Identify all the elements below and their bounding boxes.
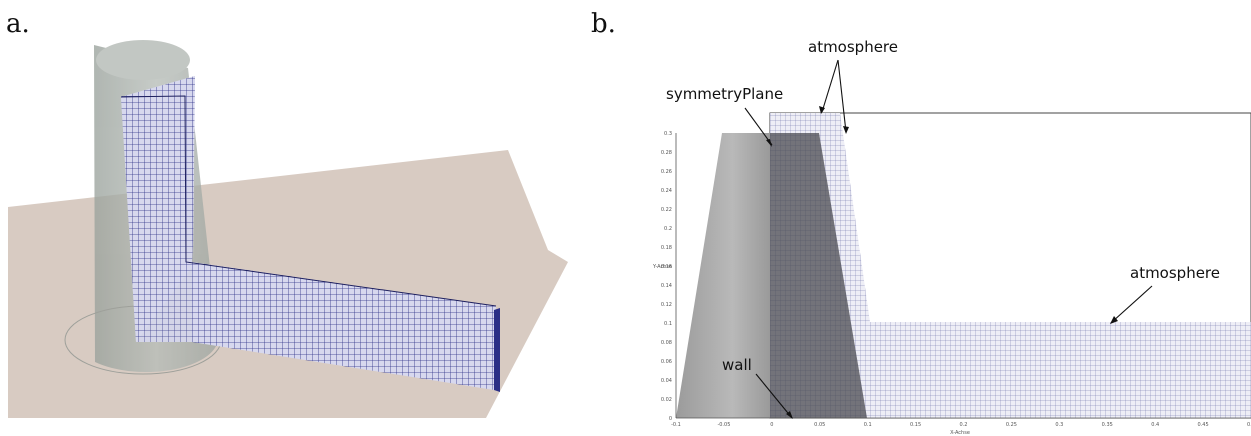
y-tick-label: 0.1 — [664, 321, 672, 327]
x-tick-label: 0.1 — [864, 422, 872, 428]
mesh-horizontal-arm — [186, 262, 496, 390]
x-tick-label: -0.1 — [671, 422, 681, 428]
panel-a-label: a. — [6, 9, 30, 39]
x-tick-label: 0.05 — [814, 422, 825, 428]
x-tick-label: 0 — [770, 422, 773, 428]
mesh-end-face — [494, 308, 500, 392]
y-tick-label: 0.28 — [661, 150, 672, 156]
x-tick-label: 0.4 — [1151, 422, 1159, 428]
y-tick-label: 0.2 — [664, 226, 672, 232]
x-axis-label: X-Achse — [950, 430, 970, 436]
panel-b: b. -0.1 -0.05 0 0.05 0.1 0.15 0.2 0.25 0.3 0.35 0.… — [591, 9, 1251, 436]
y-tick-label: 0.04 — [661, 378, 672, 384]
symmetry-plane-label: symmetryPlane — [666, 85, 783, 103]
wall-label: wall — [722, 356, 752, 374]
y-tick-label: 0.18 — [661, 245, 672, 251]
x-tick-label: 0.2 — [960, 422, 968, 428]
y-tick-label: 0.12 — [661, 302, 672, 308]
panel-b-label: b. — [591, 9, 616, 39]
y-tick-label: 0.26 — [661, 169, 672, 175]
y-tick-label: 0 — [669, 416, 672, 422]
wall-region — [770, 133, 867, 418]
y-tick-label: 0.08 — [661, 340, 672, 346]
x-tick-labels: -0.1 -0.05 0 0.05 0.1 0.15 0.2 0.25 0.3 0.35 0.4 0.… — [671, 422, 1251, 428]
y-tick-label: 0.3 — [664, 131, 672, 137]
x-tick-label: -0.05 — [717, 422, 730, 428]
cone-section — [676, 133, 770, 418]
y-tick-label: 0.06 — [661, 359, 672, 365]
y-tick-label: 0.24 — [661, 188, 672, 194]
y-axis-label: Y-Achse — [652, 264, 672, 270]
atmosphere-right-label: atmosphere — [1130, 264, 1220, 282]
x-tick-label: 0.15 — [910, 422, 921, 428]
x-tick-label: 0.5 — [1247, 422, 1251, 428]
y-tick-label: 0.16 — [661, 264, 672, 270]
y-tick-label: 0.14 — [661, 283, 672, 289]
x-tick-label: 0.25 — [1006, 422, 1017, 428]
x-tick-label: 0.35 — [1102, 422, 1113, 428]
mesh-vertical-side — [121, 76, 195, 262]
x-tick-label: 0.3 — [1055, 422, 1063, 428]
y-tick-label: 0.22 — [661, 207, 672, 213]
atmosphere-top-label: atmosphere — [808, 38, 898, 56]
y-tick-labels: 0 0.02 0.04 0.06 0.08 0.1 0.12 0.14 0.16 0.18 0.2 0… — [661, 131, 672, 422]
x-tick-label: 0.45 — [1198, 422, 1209, 428]
mesh-region — [770, 113, 1251, 418]
panel-a: a. — [6, 9, 568, 418]
y-tick-label: 0.02 — [661, 397, 672, 403]
